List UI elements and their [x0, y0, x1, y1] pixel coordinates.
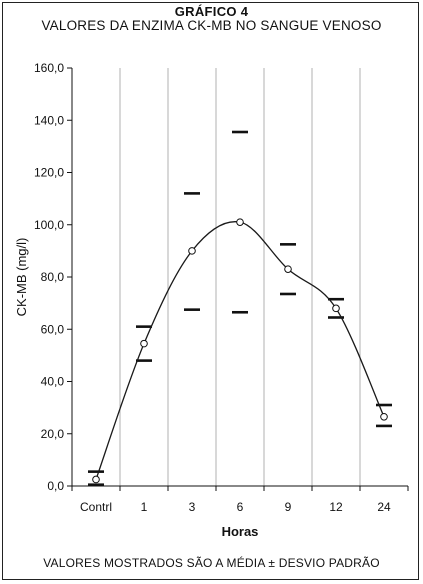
y-tick-label: 60,0	[41, 322, 65, 336]
y-tick-label: 40,0	[41, 375, 65, 389]
mean-point	[284, 265, 292, 273]
y-tick-label: 120,0	[34, 166, 64, 180]
y-tick-label: 80,0	[41, 270, 65, 284]
x-tick-label: 12	[329, 500, 343, 514]
y-tick-label: 140,0	[34, 113, 64, 127]
mean-point	[332, 304, 340, 313]
mean-point	[188, 247, 196, 255]
x-tick-label: Contrl	[80, 500, 112, 514]
chart-subtitle: VALORES DA ENZIMA CK-MB NO SANGUE VENOSO	[41, 18, 382, 33]
x-tick-label: 6	[237, 500, 244, 514]
y-tick-label: 0,0	[47, 479, 64, 493]
mean-line	[95, 221, 385, 480]
mean-point	[380, 412, 388, 421]
x-tick-label: 3	[189, 500, 196, 514]
y-tick-label: 20,0	[41, 427, 65, 441]
y-tick-label: 100,0	[34, 218, 64, 232]
x-tick-label: 1	[141, 500, 148, 514]
error-bars	[88, 130, 392, 486]
y-tick-labels: 0,0 20,0 40,0 60,0 80,0 100,0 120,0 140,0 160,0	[34, 61, 72, 493]
mean-point	[236, 218, 244, 226]
vertical-gridlines	[119, 68, 361, 486]
y-axis-label: CK-MB (mg/l)	[14, 238, 29, 317]
chart-title: GRÁFICO 4	[174, 4, 249, 19]
mean-point	[140, 339, 148, 348]
axes	[71, 68, 408, 487]
mean-markers	[92, 218, 388, 484]
x-axis-label: Horas	[222, 524, 259, 539]
footnote: VALORES MOSTRADOS SÃO A MÉDIA ± DESVIO P…	[43, 556, 380, 570]
x-tick-label: 24	[377, 500, 391, 514]
y-tick-label: 160,0	[34, 61, 64, 75]
x-tick-labels: Contrl 1 3 6 9 12 24	[71, 486, 409, 514]
figure-frame	[2, 2, 419, 580]
x-tick-label: 9	[285, 500, 292, 514]
mean-point	[92, 475, 100, 484]
